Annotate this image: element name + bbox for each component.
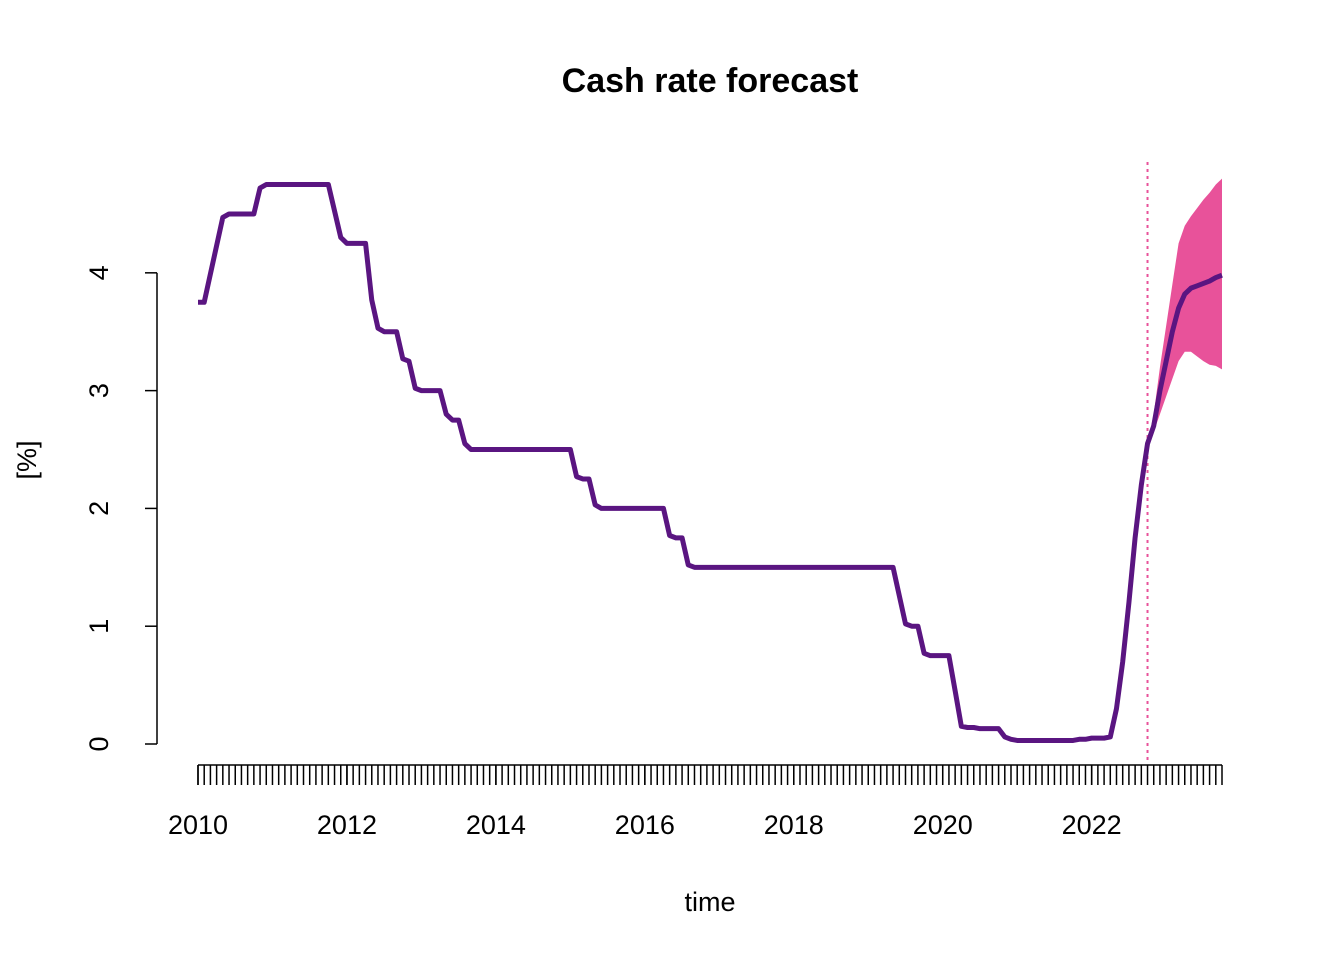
- forecast-band: [1147, 178, 1222, 444]
- rate-line: [198, 181, 1223, 743]
- y-tick-label: 4: [84, 265, 114, 280]
- x-tick-label: 2012: [317, 810, 377, 840]
- x-axis-label: time: [684, 887, 735, 917]
- y-tick-label: 1: [84, 619, 114, 634]
- y-axis-label: [%]: [12, 440, 42, 479]
- x-tick-label: 2020: [913, 810, 973, 840]
- x-tick-label: 2014: [466, 810, 526, 840]
- x-tick-label: 2022: [1062, 810, 1122, 840]
- y-tick-label: 3: [84, 383, 114, 398]
- x-tick-label: 2018: [764, 810, 824, 840]
- chart-title: Cash rate forecast: [562, 62, 859, 100]
- x-tick-label: 2010: [168, 810, 228, 840]
- x-tick-label: 2016: [615, 810, 675, 840]
- y-tick-label: 2: [84, 501, 114, 516]
- y-tick-label: 0: [84, 736, 114, 751]
